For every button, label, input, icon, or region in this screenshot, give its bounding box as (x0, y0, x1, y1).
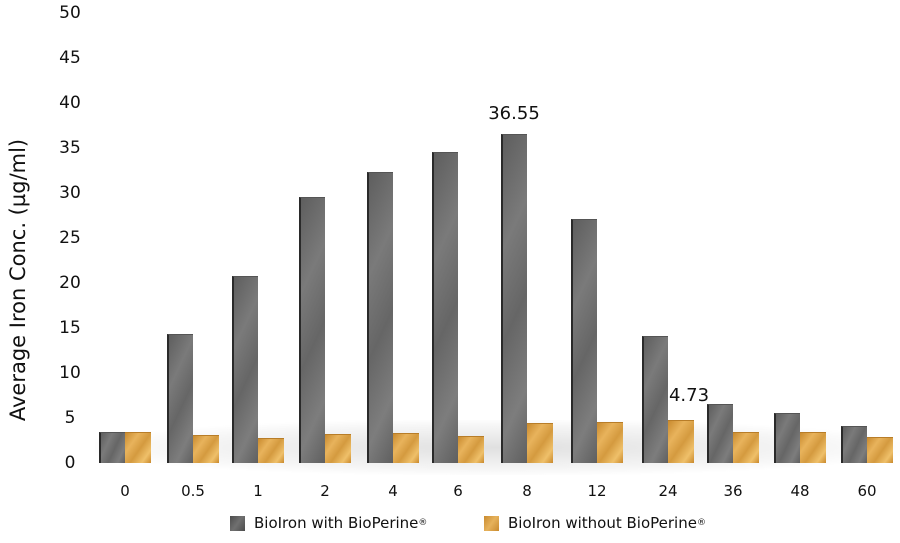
x-tick-label: 48 (790, 482, 810, 500)
registered-mark: ® (418, 518, 428, 528)
data-label: 36.55 (488, 103, 540, 125)
bar-with-bioperine (299, 196, 325, 463)
data-label: 4.73 (668, 385, 710, 407)
bar-without-bioperine (733, 432, 759, 463)
y-tick-label: 35 (59, 138, 81, 158)
y-tick-label: 15 (59, 318, 81, 338)
x-tick-label: 2 (320, 482, 330, 500)
y-tick-label: 30 (59, 183, 81, 203)
x-tick-label: 4 (388, 482, 398, 500)
y-tick-label: 50 (59, 3, 81, 23)
bar-with-bioperine (367, 172, 393, 463)
x-tick-label: 8 (522, 482, 532, 500)
y-tick-label: 25 (59, 228, 81, 248)
bar-without-bioperine (258, 437, 284, 463)
bar-without-bioperine (458, 436, 484, 463)
bar-without-bioperine (597, 421, 623, 463)
floor-shadow (95, 420, 900, 475)
legend-label: BioIron without BioPerine (508, 514, 697, 532)
legend-item-with-bioperine: BioIron with BioPerine ® (230, 514, 427, 532)
y-tick-label: 10 (59, 363, 81, 383)
x-tick-label: 1 (253, 482, 263, 500)
x-tick-label: 24 (658, 482, 678, 500)
bar-without-bioperine (668, 420, 694, 463)
bar-without-bioperine (800, 432, 826, 463)
x-tick-label: 36 (723, 482, 743, 500)
x-tick-label: 0.5 (181, 482, 205, 500)
bar-with-bioperine (571, 219, 597, 463)
orange-swatch-icon (484, 515, 499, 531)
x-tick-label: 0 (120, 482, 130, 500)
bar-with-bioperine (167, 334, 193, 463)
bar-without-bioperine (867, 436, 893, 463)
x-tick-label: 12 (587, 482, 607, 500)
y-tick-label: 0 (64, 453, 76, 473)
bar-with-bioperine (232, 275, 258, 463)
bar-without-bioperine (193, 435, 219, 463)
bar-with-bioperine (501, 134, 527, 463)
bar-with-bioperine (99, 432, 125, 463)
legend-label: BioIron with BioPerine (254, 514, 419, 532)
bar-without-bioperine (125, 432, 151, 463)
y-tick-label: 40 (59, 93, 81, 113)
x-tick-label: 6 (453, 482, 463, 500)
gray-swatch-icon (230, 515, 245, 531)
bar-without-bioperine (527, 423, 553, 463)
y-axis-title: Average Iron Conc. (µg/ml) (6, 138, 30, 422)
bar-with-bioperine (432, 151, 458, 463)
y-tick-label: 5 (64, 408, 76, 428)
y-tick-label: 20 (59, 273, 81, 293)
bar-without-bioperine (325, 434, 351, 463)
legend-item-without-bioperine: BioIron without BioPerine ® (484, 514, 706, 532)
registered-mark: ® (696, 518, 706, 528)
bar-with-bioperine (642, 336, 668, 463)
bar-with-bioperine (774, 412, 800, 463)
bar-with-bioperine (841, 426, 867, 463)
y-tick-label: 45 (59, 48, 81, 68)
x-tick-label: 60 (857, 482, 877, 500)
bar-with-bioperine (707, 403, 733, 463)
bar-without-bioperine (393, 433, 419, 463)
